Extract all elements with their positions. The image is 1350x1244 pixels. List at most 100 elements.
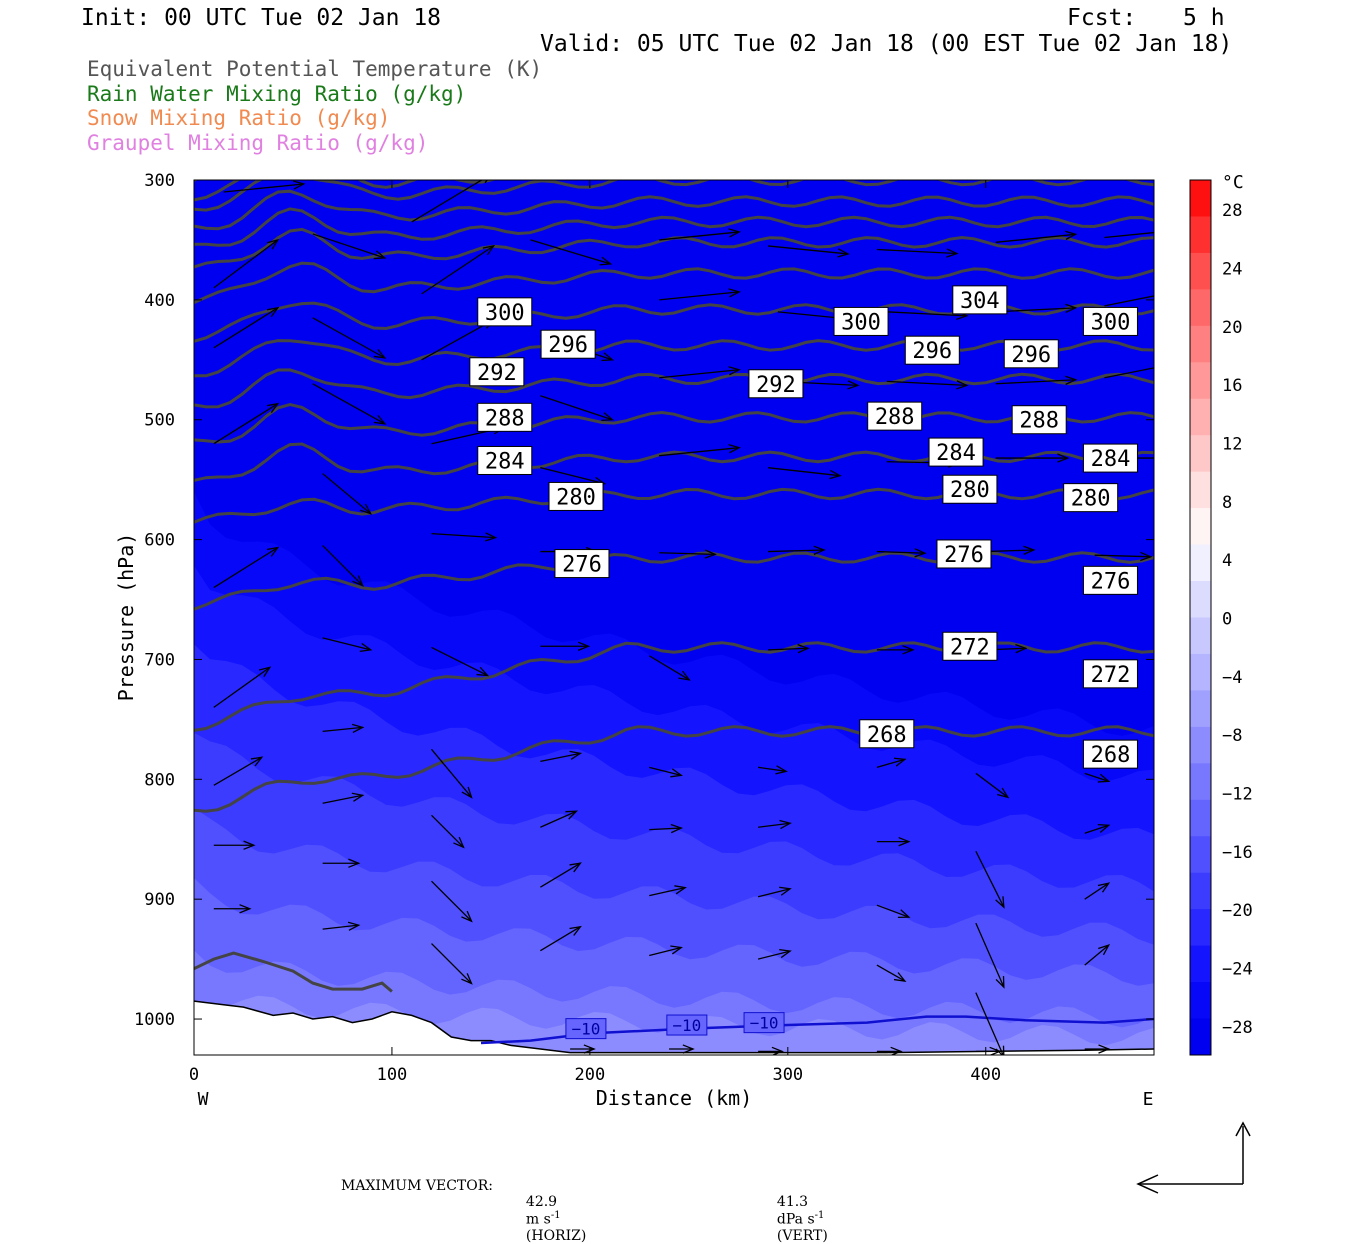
wind-vector xyxy=(649,766,683,778)
wind-vector-shaft xyxy=(768,549,825,553)
wind-vector-head xyxy=(829,469,842,480)
wind-vector xyxy=(876,836,911,847)
wind-vector xyxy=(223,180,306,193)
wind-vector-head xyxy=(771,1046,784,1055)
wind-vector-head xyxy=(243,840,256,850)
contour-label-box xyxy=(477,445,533,475)
contour-label: 300 xyxy=(1091,310,1131,335)
wind-vector-shaft xyxy=(659,369,740,379)
wind-vector-head xyxy=(266,306,280,318)
wind-vector xyxy=(322,545,364,587)
max-vector-label: MAXIMUM VECTOR: xyxy=(341,1178,493,1194)
contour-label-box xyxy=(928,437,984,467)
wind-vector-shaft xyxy=(659,291,740,301)
wind-vector xyxy=(876,904,911,919)
wind-vector-shaft xyxy=(995,233,1076,243)
wind-vector-shaft xyxy=(540,752,581,762)
y-tick-label: 700 xyxy=(144,650,175,670)
colorbar-swatch xyxy=(1190,325,1211,363)
theta-e-line xyxy=(194,725,1154,813)
terrain-fill xyxy=(194,1001,1154,1055)
contour-label-box xyxy=(833,306,889,336)
wind-vector xyxy=(768,545,826,555)
legend-graupel: Graupel Mixing Ratio (g/kg) xyxy=(87,131,429,155)
wind-vector-head xyxy=(1064,230,1078,240)
wind-vector xyxy=(876,757,907,768)
wind-vector-head xyxy=(893,972,907,982)
colorbar-swatch xyxy=(1190,216,1211,254)
x-tick-label: 300 xyxy=(772,1065,803,1085)
colorbar-swatch xyxy=(1190,872,1211,910)
wind-vector-shaft xyxy=(322,726,363,733)
theta-e-line xyxy=(194,551,1154,611)
wind-vector-shaft xyxy=(649,946,682,957)
wind-vector-head xyxy=(728,288,741,298)
colorbar-swatch xyxy=(1190,653,1211,691)
wind-vector-head xyxy=(1023,545,1036,555)
isotherm-label-box xyxy=(743,1012,785,1034)
contour-label-box xyxy=(952,285,1008,315)
wind-vector xyxy=(975,922,1005,989)
y-tick-label: 800 xyxy=(144,770,175,790)
wind-vector-head xyxy=(351,723,365,734)
wind-vector xyxy=(995,453,1070,463)
wind-vector xyxy=(995,230,1078,243)
wind-vector-head xyxy=(373,414,387,425)
wind-vector-shaft xyxy=(649,886,686,897)
wind-vector xyxy=(995,303,1078,314)
wind-vector xyxy=(213,904,252,914)
theta-e-line xyxy=(194,368,1154,409)
colorbar-tick-label: 8 xyxy=(1222,493,1232,513)
wind-vector xyxy=(767,245,850,258)
theta-e-line xyxy=(194,180,199,182)
theta-e-line xyxy=(194,403,1154,444)
vert-value: 41.3 xyxy=(776,1194,809,1210)
wind-vector xyxy=(540,925,582,952)
wind-vector-head xyxy=(569,862,582,873)
wind-vector xyxy=(540,750,583,762)
wind-vector-head xyxy=(813,545,826,555)
horiz-tag: (HORIZ) xyxy=(525,1227,587,1244)
wind-vector-head xyxy=(1057,453,1070,463)
contour-label: 284 xyxy=(1091,447,1131,472)
wind-vector-shaft xyxy=(649,827,682,831)
wind-vector xyxy=(649,945,683,957)
wind-vector xyxy=(1104,295,1154,307)
wind-vector xyxy=(411,180,488,223)
wind-vector xyxy=(213,238,280,289)
colorbar-swatch xyxy=(1190,909,1211,947)
colorbar-swatch xyxy=(1190,982,1211,1020)
x-left-end-label: W xyxy=(198,1089,209,1110)
wind-vector xyxy=(758,765,788,775)
axes: 0 100 200 300 400 300 400 500 600 700 800 900 1000 xyxy=(134,171,1154,1085)
wind-vector-head xyxy=(670,945,683,955)
theta-e-line xyxy=(194,180,1154,212)
wind-vector xyxy=(659,228,741,241)
contour-label-box xyxy=(548,481,604,511)
contour-labels: 268 268 272 272 276 276 276 280 280 280 284 284 284 2… xyxy=(469,285,1138,769)
max-vert-vector: 41.3 dPa s-1 (VERT) xyxy=(768,1178,828,1244)
wind-vector xyxy=(659,288,741,301)
wind-vector xyxy=(213,306,280,349)
wind-vector-head xyxy=(1174,226,1185,234)
wind-vector-head xyxy=(779,819,792,830)
wind-vector xyxy=(540,810,578,828)
contour-label-box xyxy=(904,335,960,365)
contour-label: 272 xyxy=(950,635,990,660)
wind-vector xyxy=(213,546,280,589)
wind-vector-shaft xyxy=(995,379,1076,385)
isotherm-label-box xyxy=(666,1014,708,1036)
wind-vector xyxy=(322,921,361,931)
wind-vector-shaft xyxy=(1104,295,1154,307)
colorbar-tick-label: 24 xyxy=(1222,260,1242,280)
colorbar-swatch xyxy=(1190,1018,1211,1056)
theta-e-line xyxy=(194,207,1154,247)
wind-vectors xyxy=(213,180,1185,1055)
wind-vector-head xyxy=(1098,1044,1111,1054)
contour-label: 292 xyxy=(756,373,796,398)
wind-vector-shaft xyxy=(1084,772,1109,782)
colorbar-swatch xyxy=(1190,289,1211,327)
wind-vector-shaft xyxy=(975,772,1009,798)
wind-vector xyxy=(1094,551,1153,562)
wind-vector-head xyxy=(476,666,490,677)
